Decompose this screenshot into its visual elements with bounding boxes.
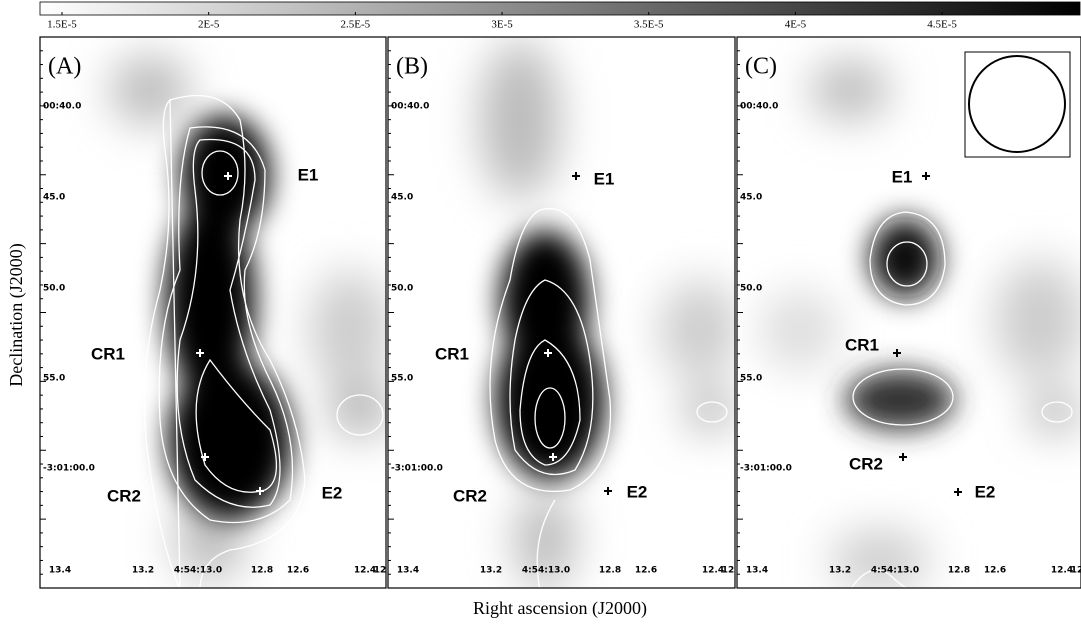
- source-label: E1: [594, 169, 615, 188]
- source-label: CR1: [91, 344, 125, 363]
- beam: [968, 55, 1066, 153]
- source-marker: [544, 349, 552, 357]
- colorbar-tick-label: 2.5E-5: [341, 19, 371, 31]
- source-label: E2: [627, 482, 648, 501]
- x-tick-label: 13.4: [49, 566, 71, 576]
- colorbar-tick-label: 3.5E-5: [634, 19, 664, 31]
- beam-inset: [964, 51, 1071, 158]
- source-label: E1: [892, 167, 913, 186]
- source-label: CR1: [845, 335, 879, 354]
- source-marker: [549, 453, 557, 461]
- x-tick-label: 12.8: [251, 566, 273, 576]
- x-tick-label: 12.6: [984, 566, 1006, 576]
- x-tick-label: 12.8: [948, 566, 970, 576]
- x-tick-label: 12.8: [599, 566, 621, 576]
- source-label: CR2: [107, 486, 141, 505]
- source-label: E1: [298, 165, 319, 184]
- panel-label: (C): [745, 54, 777, 80]
- colorbar-tick-label: 4E-5: [785, 19, 807, 31]
- source-marker: [954, 488, 962, 496]
- source-marker: [893, 349, 901, 357]
- y-tick-label: 50.0: [740, 284, 762, 294]
- y-tick-label: 50.0: [391, 284, 413, 294]
- y-tick-label: -3:01:00.0: [391, 464, 443, 474]
- y-axis-label: Declination (J2000): [6, 243, 27, 386]
- colorbar-tick-label: 4.5E-5: [927, 19, 957, 31]
- x-axis-label: Right ascension (J2000): [473, 598, 647, 619]
- y-tick-label: 55.0: [740, 374, 762, 384]
- y-tick-label: 55.0: [391, 374, 413, 384]
- source-marker: [256, 487, 264, 495]
- x-tick-label: 12.6: [635, 566, 657, 576]
- y-tick-label: -3:01:00.0: [43, 464, 95, 474]
- x-tick-label: 13.4: [746, 566, 768, 576]
- source-marker: [604, 487, 612, 495]
- x-tick-label: 4:54:13.0: [522, 566, 570, 576]
- y-tick-label: 45.0: [740, 193, 762, 203]
- panel-image: [110, 55, 386, 588]
- y-tick-label: 00:40.0: [740, 102, 778, 112]
- y-tick-label: 45.0: [43, 193, 65, 203]
- x-tick-label: 12.4: [354, 566, 376, 576]
- x-tick-label: 12.4: [702, 566, 724, 576]
- y-tick-label: 50.0: [43, 284, 65, 294]
- source-marker: [899, 453, 907, 461]
- y-tick-label: 55.0: [43, 374, 65, 384]
- source-label: CR2: [453, 486, 487, 505]
- x-tick-label: 12: [1071, 566, 1081, 576]
- source-marker: [922, 172, 930, 180]
- panel-label: (A): [48, 54, 81, 80]
- x-tick-label: 12: [374, 566, 387, 576]
- source-marker: [196, 349, 204, 357]
- x-tick-label: 12: [722, 566, 735, 576]
- y-tick-label: 00:40.0: [391, 102, 429, 112]
- y-tick-label: 45.0: [391, 193, 413, 203]
- colorbar: [39, 1, 1081, 16]
- x-tick-label: 4:54:13.0: [871, 566, 919, 576]
- x-tick-label: 13.4: [397, 566, 419, 576]
- source-marker: [224, 172, 232, 180]
- panel-image: [760, 51, 1081, 588]
- source-marker: [572, 172, 580, 180]
- x-tick-label: 12.6: [287, 566, 309, 576]
- y-tick-label: -3:01:00.0: [740, 464, 792, 474]
- panel-image: [480, 40, 735, 588]
- source-marker: [201, 453, 209, 461]
- x-tick-label: 13.2: [132, 566, 154, 576]
- source-label: CR2: [849, 454, 883, 473]
- colorbar-tick-label: 2E-5: [198, 19, 220, 31]
- panel-label: (B): [396, 54, 428, 80]
- x-tick-label: 4:54:13.0: [174, 566, 222, 576]
- colorbar-tick-label: 3E-5: [491, 19, 513, 31]
- x-tick-label: 12.4: [1051, 566, 1073, 576]
- x-tick-label: 13.2: [829, 566, 851, 576]
- source-label: E2: [975, 482, 996, 501]
- source-label: E2: [322, 483, 343, 502]
- source-label: CR1: [435, 344, 469, 363]
- x-tick-label: 13.2: [480, 566, 502, 576]
- y-tick-label: 00:40.0: [43, 102, 81, 112]
- colorbar-tick-label: 1.5E-5: [47, 19, 77, 31]
